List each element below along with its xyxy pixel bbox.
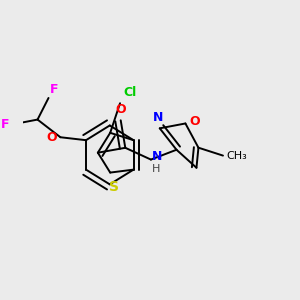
Text: N: N bbox=[152, 150, 162, 163]
Text: CH₃: CH₃ bbox=[226, 151, 248, 160]
Text: N: N bbox=[153, 111, 163, 124]
Text: Cl: Cl bbox=[124, 86, 137, 99]
Text: F: F bbox=[1, 118, 9, 131]
Text: F: F bbox=[50, 83, 58, 96]
Text: O: O bbox=[189, 115, 200, 128]
Text: S: S bbox=[109, 180, 119, 194]
Text: O: O bbox=[116, 103, 126, 116]
Text: O: O bbox=[46, 131, 57, 144]
Text: H: H bbox=[152, 164, 160, 174]
